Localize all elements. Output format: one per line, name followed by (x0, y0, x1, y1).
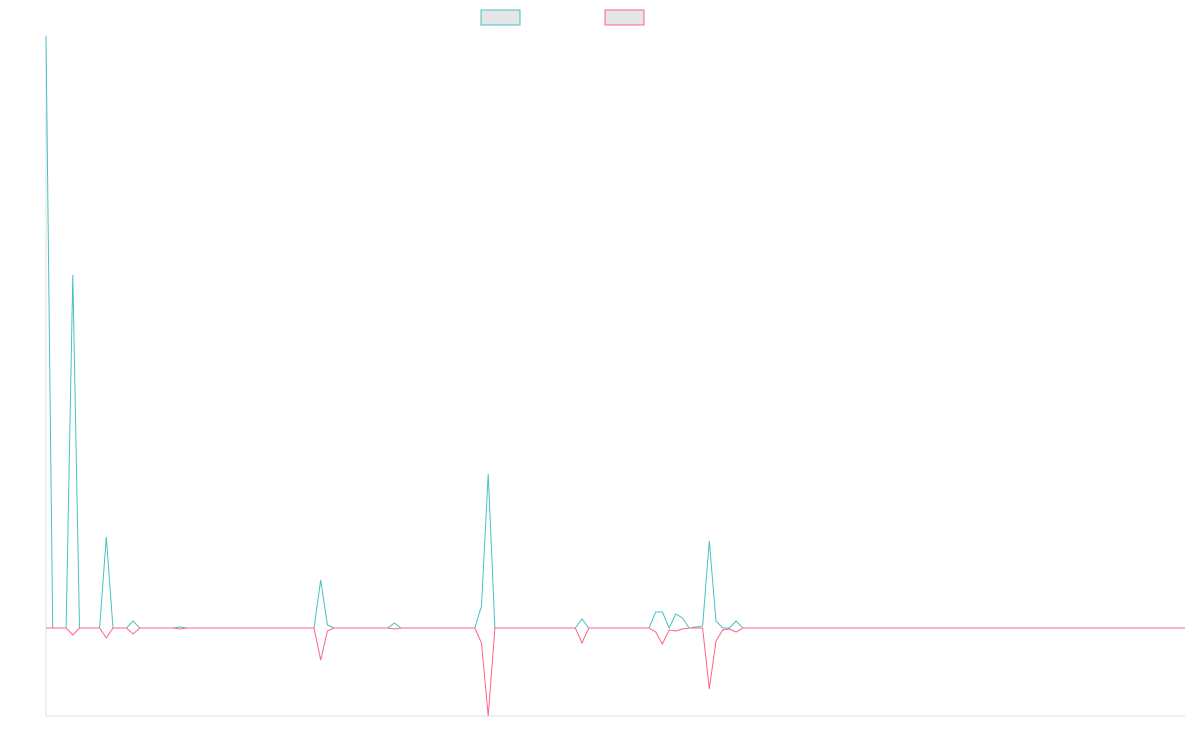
legend-swatch (480, 9, 521, 26)
series-line (45, 35, 1185, 630)
series-line (46, 627, 1185, 717)
legend-swatch (604, 9, 645, 26)
